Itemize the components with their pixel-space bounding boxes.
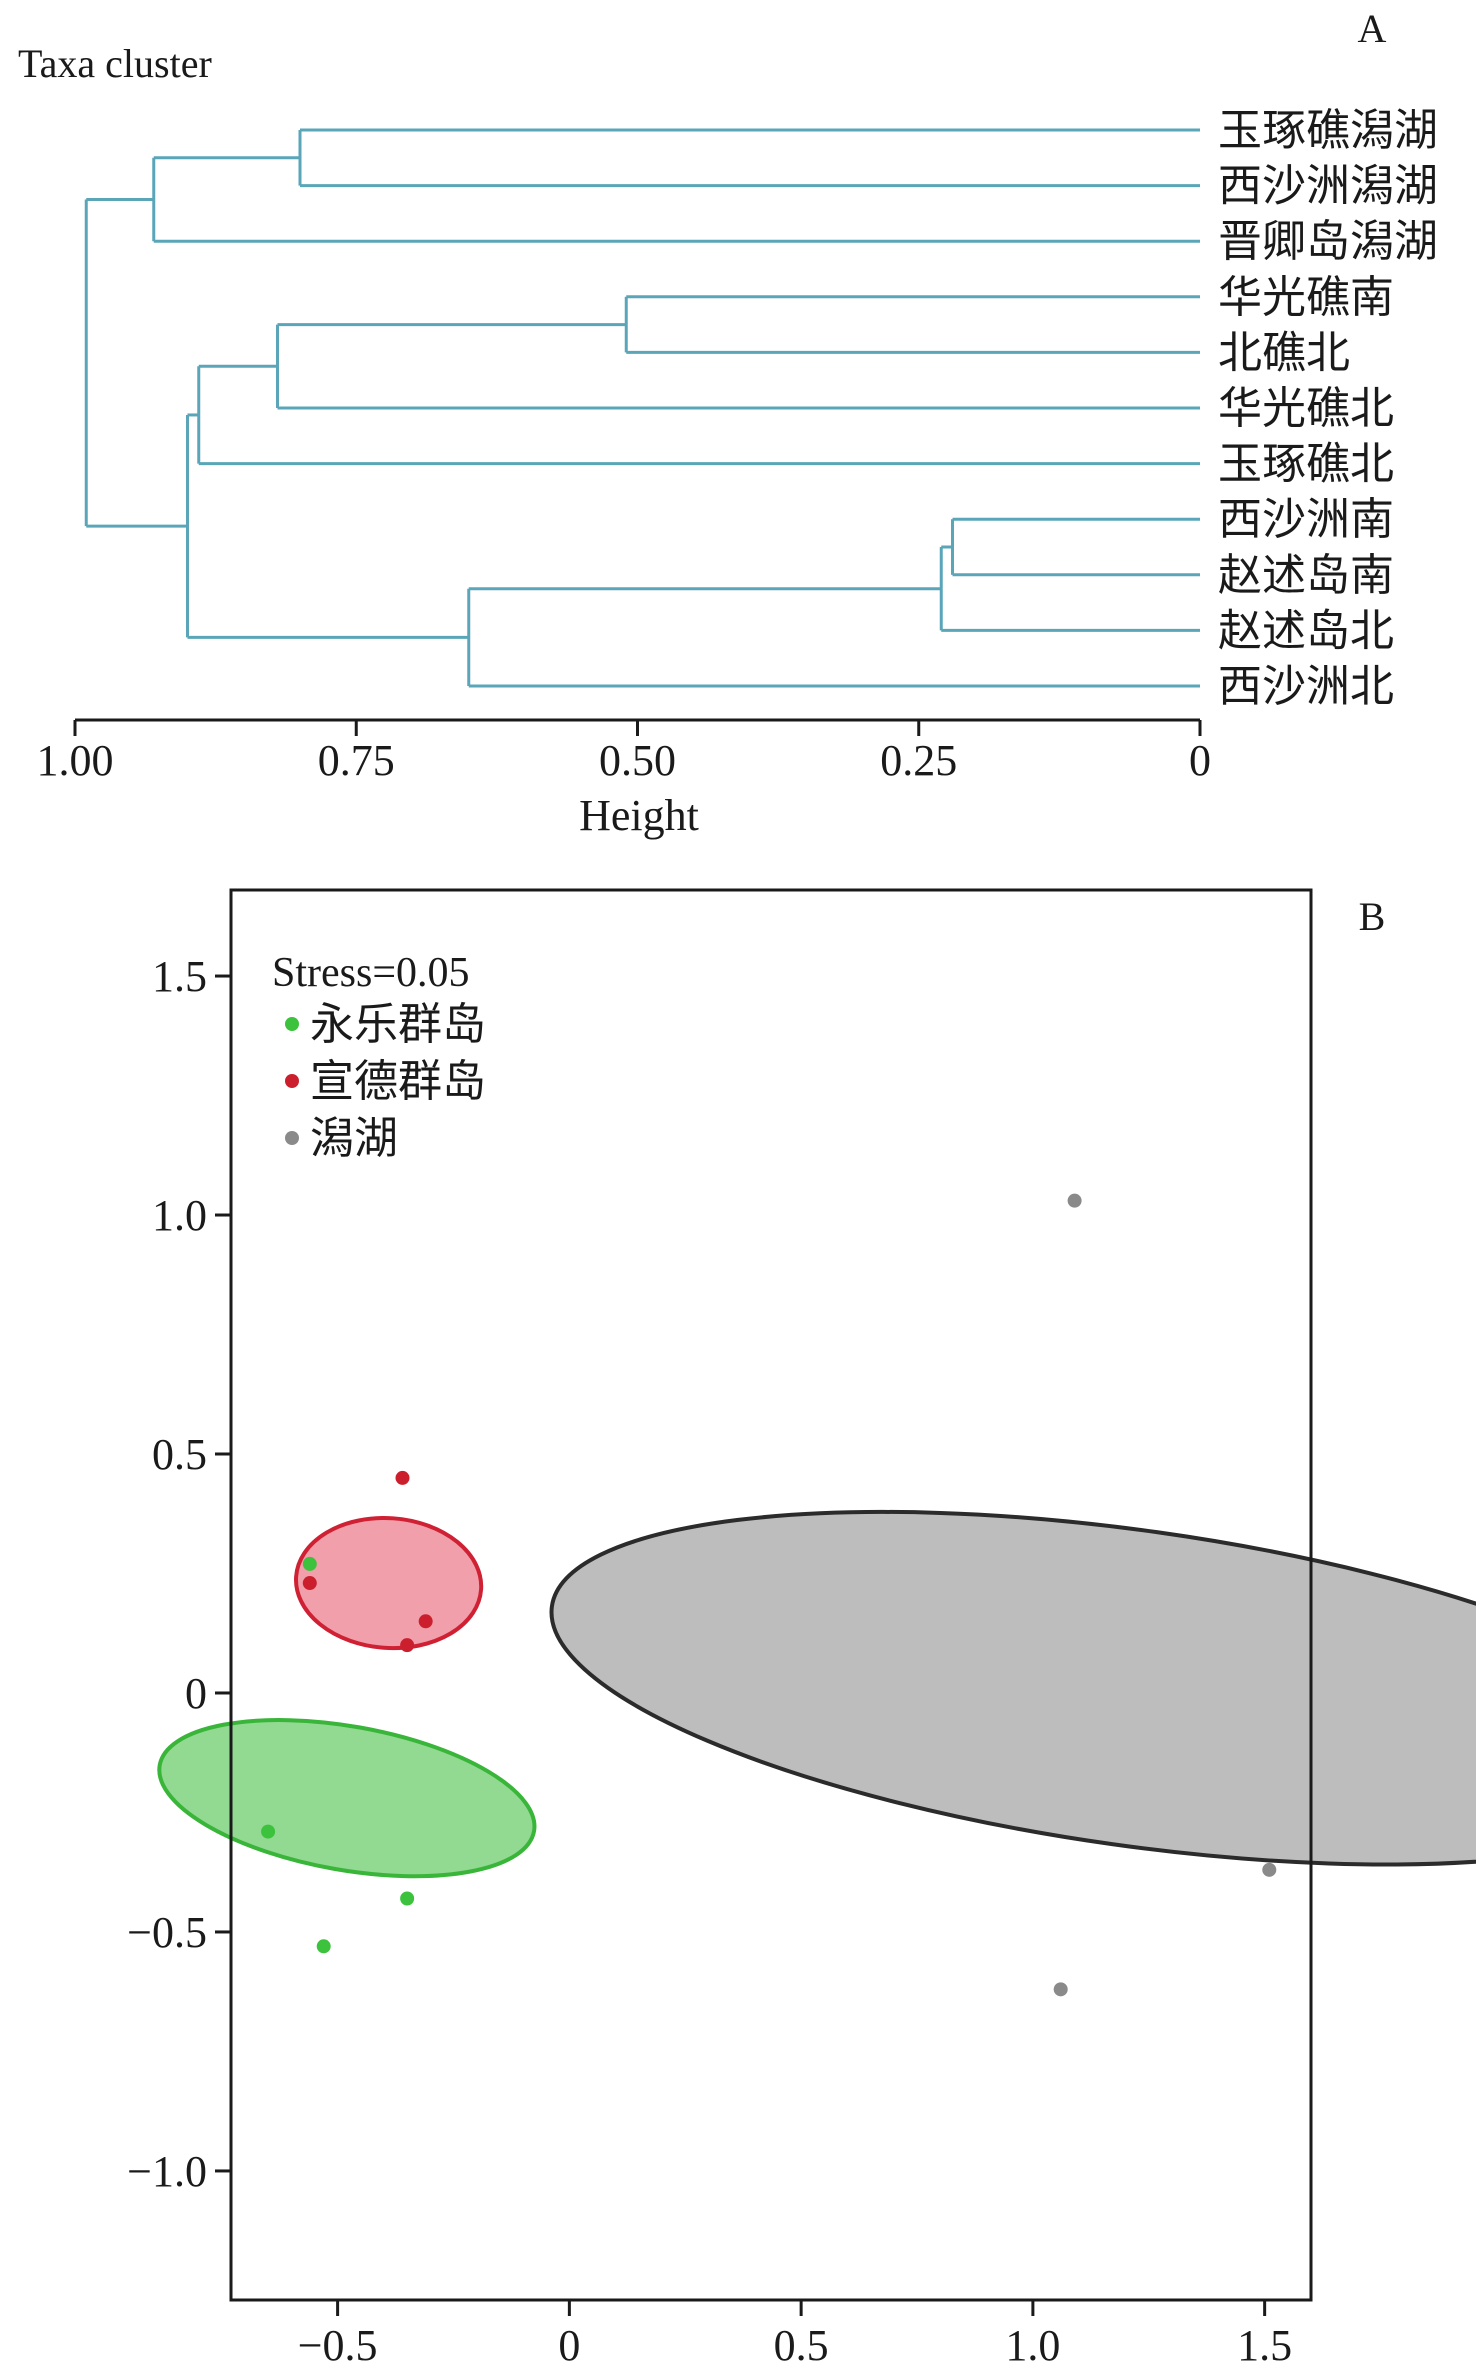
leaf-label: 北礁北	[1218, 328, 1350, 377]
legend-label: 永乐群岛	[310, 1000, 486, 1049]
leaf-label: 玉琢礁北	[1218, 440, 1394, 489]
stress-annotation: Stress=0.05	[272, 950, 470, 996]
y-tick-label: −0.5	[127, 1908, 207, 1957]
data-point	[1067, 1193, 1082, 1208]
y-tick-label: −1.0	[127, 2147, 207, 2196]
x-tick-label: 1.0	[1005, 2321, 1060, 2370]
dendrogram-branches	[84, 128, 1200, 688]
data-point	[302, 1556, 317, 1571]
group-ellipse	[294, 1515, 484, 1651]
leaf-label: 西沙洲北	[1218, 662, 1394, 711]
leaf-label: 晋卿岛潟湖	[1218, 217, 1438, 266]
y-tick-label: 1.5	[152, 952, 207, 1001]
data-point	[316, 1939, 331, 1954]
data-point	[418, 1614, 433, 1629]
legend-label: 潟湖	[310, 1114, 398, 1163]
data-point	[261, 1824, 276, 1839]
dendrogram-x-tick-label: 0.50	[599, 736, 676, 785]
legend-label: 宣德群岛	[310, 1057, 486, 1106]
dendrogram-x-tick-label: 0	[1189, 736, 1211, 785]
dendrogram-x-tick-label: 0.25	[880, 736, 957, 785]
legend-marker	[285, 1074, 299, 1088]
dendrogram-panel: A Taxa cluster 玉琢礁潟湖西沙洲潟湖晋卿岛潟湖华光礁南北礁北华光礁…	[18, 6, 1438, 840]
data-point	[395, 1470, 410, 1485]
leaf-label: 西沙洲潟湖	[1218, 162, 1438, 211]
data-point	[1262, 1862, 1277, 1877]
leaf-label: 赵述岛南	[1218, 551, 1394, 600]
group-ellipse	[549, 1509, 1476, 1867]
x-tick-label: 0.5	[774, 2321, 829, 2370]
x-tick-label: 1.5	[1237, 2321, 1292, 2370]
dendrogram-x-tick-label: 1.00	[37, 736, 114, 785]
leaf-label: 玉琢礁潟湖	[1218, 106, 1438, 155]
y-tick-label: 0	[185, 1669, 207, 1718]
y-tick-label: 0.5	[152, 1430, 207, 1479]
dendrogram-leaf-labels: 玉琢礁潟湖西沙洲潟湖晋卿岛潟湖华光礁南北礁北华光礁北玉琢礁北西沙洲南赵述岛南赵述…	[1218, 106, 1438, 711]
legend-marker	[285, 1017, 299, 1031]
leaf-label: 华光礁北	[1218, 384, 1394, 433]
panel-a-label: A	[1358, 6, 1387, 51]
x-tick-label: −0.5	[298, 2321, 378, 2370]
nmds-y-axis: 1.5 1.0 0.5 0 −0.5 −1.0	[127, 952, 231, 2196]
dendrogram-x-axis: 1.00 0.75 0.50 0.25 0	[37, 718, 1211, 785]
dendrogram-x-axis-title: Height	[579, 791, 699, 840]
y-tick-label: 1.0	[152, 1191, 207, 1240]
group-ellipse	[157, 1718, 537, 1879]
nmds-ellipses	[157, 1509, 1476, 1879]
data-point	[400, 1638, 415, 1653]
dendrogram-x-tick-label: 0.75	[318, 736, 395, 785]
data-point	[1053, 1982, 1068, 1997]
nmds-x-axis: −0.5 0 0.5 1.0 1.5	[298, 2300, 1292, 2370]
plot-frame	[229, 888, 1313, 2302]
x-tick-label: 0	[558, 2321, 580, 2370]
leaf-label: 赵述岛北	[1218, 606, 1394, 655]
leaf-label: 华光礁南	[1218, 273, 1394, 322]
leaf-label: 西沙洲南	[1218, 495, 1394, 544]
nmds-panel: B −0.5 0 0.5 1.0 1.5 1.5 1.0 0.5 0 −0.5 −1.0 Stre…	[127, 888, 1476, 2370]
nmds-points	[261, 1193, 1277, 1997]
data-point	[400, 1891, 415, 1906]
data-point	[302, 1576, 317, 1591]
panel-b-label: B	[1359, 894, 1386, 939]
dendrogram-title: Taxa cluster	[18, 41, 212, 86]
legend-marker	[285, 1131, 299, 1145]
